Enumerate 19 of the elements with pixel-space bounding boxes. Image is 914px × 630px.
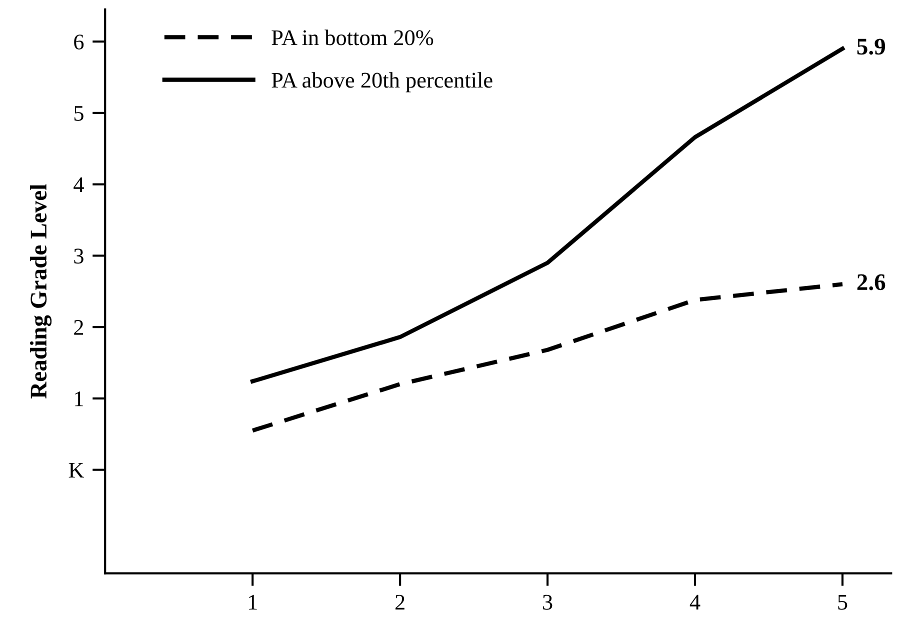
legend-label: PA in bottom 20% — [272, 30, 434, 46]
y-tick-label: K — [68, 462, 84, 478]
y-tick-label: 4 — [74, 177, 84, 192]
y-tick-label: 2 — [74, 320, 84, 335]
y-tick-label: 6 — [74, 34, 84, 50]
line-series — [250, 282, 845, 433]
legend-label: PA above 20th percentile — [272, 72, 492, 92]
y-tick-label: 5 — [74, 106, 84, 121]
x-tick-label: 5 — [838, 595, 848, 610]
x-tick-label: 3 — [543, 594, 552, 610]
line-series — [250, 46, 845, 384]
y-tick-label: 1 — [75, 391, 83, 406]
x-tick-label: 4 — [690, 594, 700, 610]
x-tick-label: 2 — [395, 594, 404, 610]
data-label: 2.6 — [857, 274, 886, 290]
data-label: 5.9 — [857, 38, 886, 55]
x-tick-label: 1 — [248, 594, 257, 610]
y-tick-label: 3 — [74, 248, 84, 264]
y-axis-title: Reading Grade Level — [30, 184, 52, 399]
